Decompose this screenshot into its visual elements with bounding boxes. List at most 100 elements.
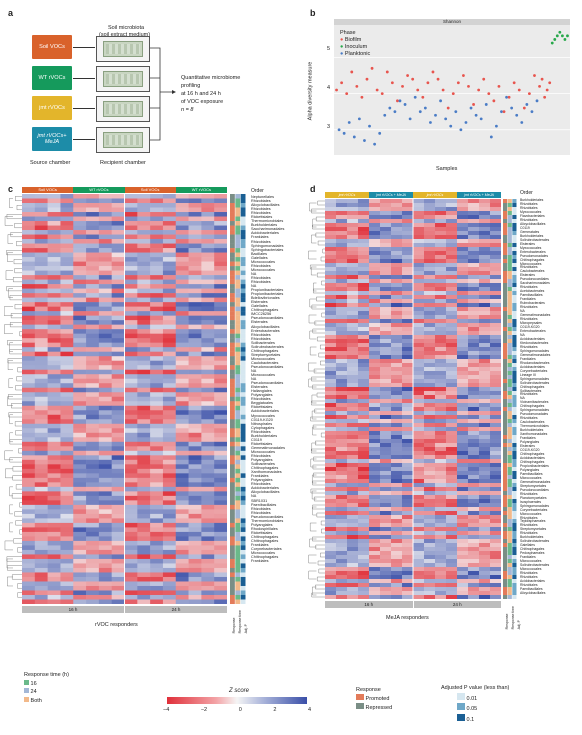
heat-cell xyxy=(435,339,447,344)
annot-response xyxy=(230,599,235,604)
heat-cell xyxy=(457,575,469,580)
heat-cell xyxy=(424,363,436,368)
annot-response xyxy=(503,379,508,384)
heat-cell xyxy=(325,235,337,240)
heat-cell xyxy=(358,471,370,476)
heat-cell xyxy=(490,299,501,304)
heat-cell xyxy=(336,223,348,228)
annot-time xyxy=(235,585,241,591)
heat-cell xyxy=(391,419,403,424)
order-label: Rhizobiales xyxy=(251,332,271,337)
heat-cell xyxy=(137,491,151,497)
heat-cell xyxy=(358,543,370,548)
zscore-colorbar xyxy=(167,697,307,704)
order-label: Corynebacteriales xyxy=(520,507,548,512)
annot-response xyxy=(230,473,235,479)
annot-padj xyxy=(512,291,517,296)
order-label: Bdellovibrionales xyxy=(251,296,280,301)
heat-cell xyxy=(435,263,447,268)
order-label: Gemmatales xyxy=(520,229,540,234)
heat-cell xyxy=(325,399,337,404)
heat-cell xyxy=(47,248,61,253)
heat-cell xyxy=(479,411,491,416)
heat-cell xyxy=(380,423,392,428)
heat-cell xyxy=(137,243,151,249)
heat-cell xyxy=(391,467,403,472)
heat-cell xyxy=(60,374,74,380)
heat-cell xyxy=(457,239,469,244)
heat-cell xyxy=(380,339,392,344)
heat-cell xyxy=(124,446,138,452)
point-biofilm xyxy=(477,88,481,92)
annot-response xyxy=(503,247,508,252)
order-label: Pseudonocardiales xyxy=(251,316,284,321)
annot-response xyxy=(503,427,508,432)
heat-cell xyxy=(214,536,227,542)
heat-cell xyxy=(369,543,381,548)
heat-cell xyxy=(201,509,215,515)
heat-cell xyxy=(391,499,403,504)
heat-cell xyxy=(435,279,447,284)
heat-cell xyxy=(188,230,202,235)
heat-cell xyxy=(336,455,348,460)
heat-cell xyxy=(22,450,36,456)
group-d-1: jmt rVOCs xyxy=(325,192,369,198)
heat-cell xyxy=(201,432,215,438)
heat-cell xyxy=(380,227,392,232)
heat-cell xyxy=(162,248,177,253)
heat-cell xyxy=(479,447,491,452)
heat-cell xyxy=(34,419,48,425)
heat-cell xyxy=(98,437,112,443)
heat-cell xyxy=(369,567,381,572)
annot-response xyxy=(503,407,508,412)
heat-cell xyxy=(490,451,501,456)
legend-inoculum: ● Inoculum xyxy=(340,44,368,50)
heat-cell xyxy=(188,563,202,569)
order-title-d: Order xyxy=(520,190,533,196)
heat-cell xyxy=(137,230,151,235)
heat-cell xyxy=(22,410,36,416)
chamber-wt-rvocs: WT rVOCs xyxy=(32,66,72,90)
heat-cell xyxy=(22,369,36,375)
bracket-lines xyxy=(150,47,176,141)
heat-cell xyxy=(111,468,125,474)
order-label: Burkholderiales xyxy=(251,223,278,228)
heat-cell xyxy=(402,287,414,292)
annot-response xyxy=(230,194,235,199)
heat-cell xyxy=(86,558,100,564)
heat-cell xyxy=(325,463,337,468)
heat-cell xyxy=(358,571,370,576)
heat-cell xyxy=(413,435,425,440)
heat-cell xyxy=(111,432,125,438)
heat-cell xyxy=(391,451,403,456)
heat-cell xyxy=(150,342,164,348)
heat-cell xyxy=(369,423,381,428)
heat-cell xyxy=(413,443,425,448)
order-label: Polyangiales xyxy=(520,440,540,445)
heat-cell xyxy=(479,463,491,468)
annot-time xyxy=(235,401,241,406)
annot-padj xyxy=(512,275,517,280)
heat-cell xyxy=(468,391,480,396)
heat-cell xyxy=(325,363,337,368)
heat-cell xyxy=(380,595,392,599)
heat-cell xyxy=(22,230,36,235)
heat-cell xyxy=(380,239,392,244)
heat-cell xyxy=(175,212,189,217)
heat-cell xyxy=(391,395,403,400)
heat-cell xyxy=(162,212,177,217)
heat-cell xyxy=(424,595,436,599)
heat-cell xyxy=(347,239,359,244)
heat-cell xyxy=(446,463,458,468)
heat-cell xyxy=(446,391,458,396)
heat-cell xyxy=(468,559,480,564)
heat-cell xyxy=(188,491,202,497)
heat-cell xyxy=(137,297,151,303)
order-label: C0119-KG20 xyxy=(520,448,540,453)
heat-cell xyxy=(347,255,359,260)
order-label: Solirubrobacterales xyxy=(520,237,550,242)
heat-cell xyxy=(490,367,501,372)
order-label: Rhizobiales xyxy=(520,575,538,580)
annot-time xyxy=(235,567,241,573)
heat-cell xyxy=(86,441,100,447)
